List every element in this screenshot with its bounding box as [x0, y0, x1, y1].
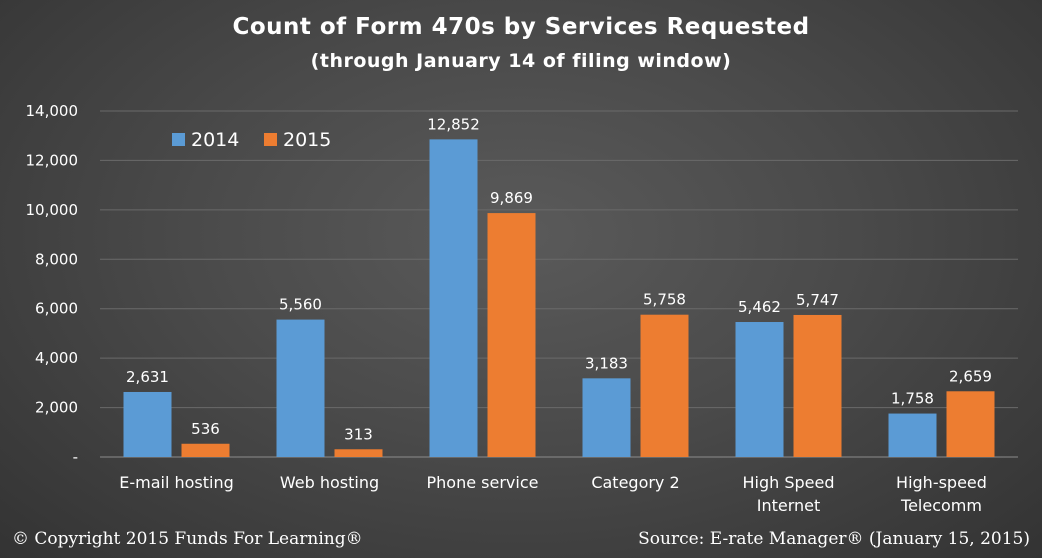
copyright-text: © Copyright 2015 Funds For Learning®: [12, 529, 363, 549]
legend-label: 2014: [191, 129, 239, 151]
x-tick-label: Telecomm: [900, 496, 982, 515]
x-tick-label: High-speed: [896, 473, 987, 492]
gridlines: [100, 110, 1018, 458]
x-tick-label: Internet: [757, 496, 821, 515]
data-label: 5,560: [279, 296, 322, 314]
source-text: Source: E-rate Manager® (January 15, 201…: [638, 529, 1030, 549]
bar-2015: [793, 314, 842, 457]
y-tick-label: 6,000: [35, 300, 78, 318]
bars: 2,631 536 5,560 313 12,852 9,869 3,183 5,758 5,4…: [123, 115, 995, 457]
data-label: 5,462: [738, 298, 781, 316]
legend-swatch-2015: [264, 133, 277, 146]
x-tick-label: E-mail hosting: [119, 473, 234, 492]
x-tick-label: Category 2: [591, 473, 679, 492]
data-label: 5,747: [796, 291, 839, 309]
bar-2015: [946, 391, 995, 457]
x-axis: E-mail hosting Web hosting Phone service Ca…: [119, 473, 987, 515]
bar-2014: [429, 139, 478, 457]
bar-2014: [735, 322, 784, 457]
y-tick-label: 12,000: [26, 151, 79, 169]
data-label: 2,631: [126, 368, 169, 386]
y-tick-label: 2,000: [35, 399, 78, 417]
bar-2015: [334, 449, 383, 457]
bar-2015: [487, 213, 536, 457]
y-tick-label: 4,000: [35, 349, 78, 367]
y-tick-label: 14,000: [26, 102, 79, 120]
data-label: 536: [191, 420, 220, 438]
y-tick-label: 8,000: [35, 250, 78, 268]
data-label: 2,659: [949, 367, 992, 385]
legend: 2014 2015: [172, 129, 331, 151]
y-tick-label: 10,000: [26, 201, 79, 219]
data-label: 3,183: [585, 354, 628, 372]
bar-2014: [276, 319, 325, 457]
chart-title: Count of Form 470s by Services Requested: [232, 14, 810, 40]
bar-2014: [888, 413, 937, 457]
legend-label: 2015: [283, 129, 331, 151]
x-tick-label: Web hosting: [280, 473, 379, 492]
bar-2015: [640, 314, 689, 457]
data-label: 12,852: [427, 115, 480, 133]
bar-2015: [181, 443, 230, 457]
x-tick-label: High Speed: [742, 473, 834, 492]
data-label: 9,869: [490, 189, 533, 207]
bar-2014: [582, 378, 631, 457]
legend-swatch-2014: [172, 133, 185, 146]
y-axis: - 2,000 4,000 6,000 8,000 10,000 12,000 14,000: [26, 102, 79, 466]
chart-subtitle: (through January 14 of filing window): [310, 50, 732, 72]
bar-2014: [123, 391, 172, 457]
y-tick-label: -: [73, 448, 78, 466]
x-tick-label: Phone service: [427, 473, 539, 492]
data-label: 1,758: [891, 390, 934, 408]
data-label: 313: [344, 425, 373, 443]
data-label: 5,758: [643, 291, 686, 309]
